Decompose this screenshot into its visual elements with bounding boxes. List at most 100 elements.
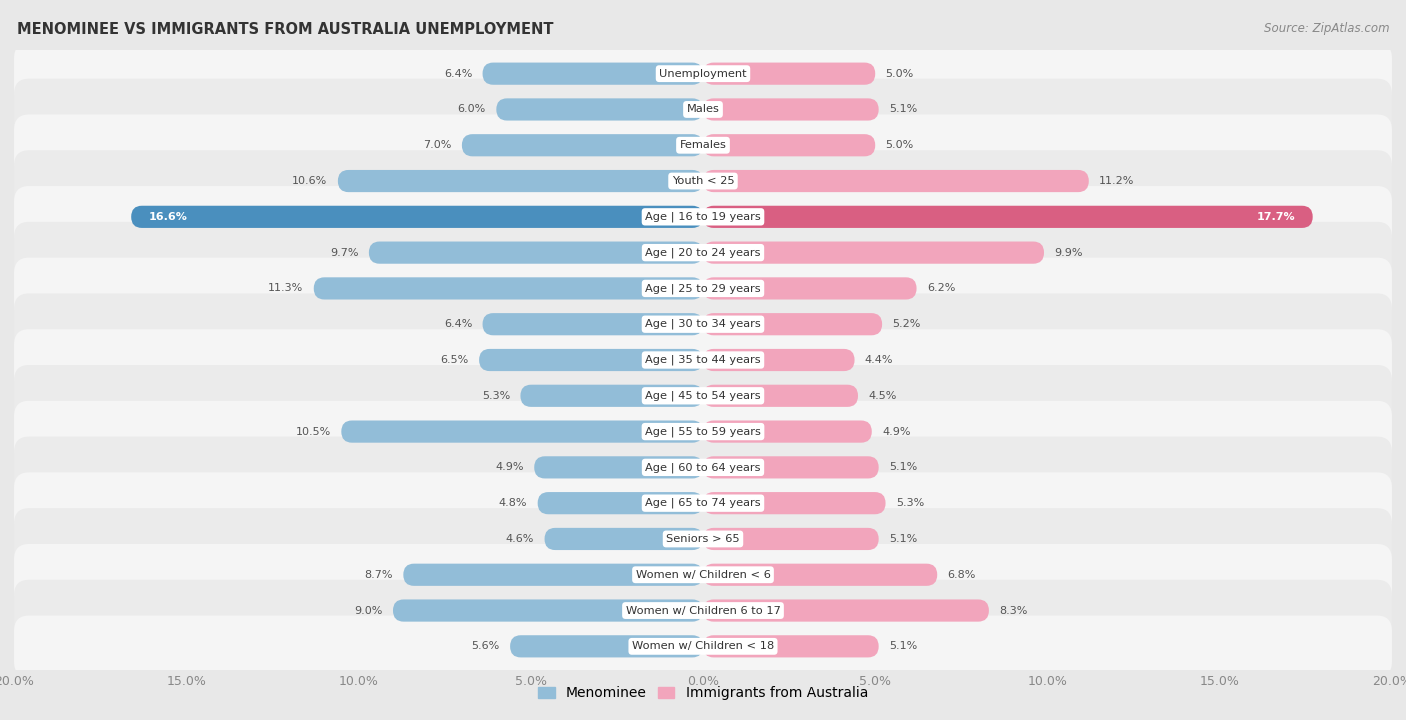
FancyBboxPatch shape [392, 600, 703, 621]
FancyBboxPatch shape [14, 78, 1392, 140]
FancyBboxPatch shape [482, 63, 703, 85]
Text: 5.6%: 5.6% [471, 642, 499, 652]
Text: Seniors > 65: Seniors > 65 [666, 534, 740, 544]
FancyBboxPatch shape [14, 508, 1392, 570]
FancyBboxPatch shape [544, 528, 703, 550]
FancyBboxPatch shape [534, 456, 703, 479]
FancyBboxPatch shape [14, 436, 1392, 498]
Text: Age | 45 to 54 years: Age | 45 to 54 years [645, 390, 761, 401]
Text: 4.6%: 4.6% [506, 534, 534, 544]
FancyBboxPatch shape [14, 365, 1392, 426]
Text: 8.7%: 8.7% [364, 570, 392, 580]
FancyBboxPatch shape [14, 472, 1392, 534]
Text: Women w/ Children 6 to 17: Women w/ Children 6 to 17 [626, 606, 780, 616]
Text: Age | 65 to 74 years: Age | 65 to 74 years [645, 498, 761, 508]
Text: 7.0%: 7.0% [423, 140, 451, 150]
FancyBboxPatch shape [496, 99, 703, 120]
Text: 16.6%: 16.6% [149, 212, 187, 222]
Text: 8.3%: 8.3% [1000, 606, 1028, 616]
FancyBboxPatch shape [14, 329, 1392, 391]
FancyBboxPatch shape [703, 528, 879, 550]
FancyBboxPatch shape [14, 43, 1392, 104]
Text: 5.1%: 5.1% [889, 104, 917, 114]
Text: 5.0%: 5.0% [886, 68, 914, 78]
FancyBboxPatch shape [510, 635, 703, 657]
FancyBboxPatch shape [703, 134, 875, 156]
FancyBboxPatch shape [703, 420, 872, 443]
Text: 6.0%: 6.0% [458, 104, 486, 114]
FancyBboxPatch shape [479, 349, 703, 371]
FancyBboxPatch shape [14, 580, 1392, 642]
Text: 11.3%: 11.3% [269, 284, 304, 294]
FancyBboxPatch shape [314, 277, 703, 300]
Text: Age | 60 to 64 years: Age | 60 to 64 years [645, 462, 761, 472]
Text: 4.4%: 4.4% [865, 355, 893, 365]
Text: Unemployment: Unemployment [659, 68, 747, 78]
FancyBboxPatch shape [14, 150, 1392, 212]
FancyBboxPatch shape [703, 492, 886, 514]
FancyBboxPatch shape [520, 384, 703, 407]
FancyBboxPatch shape [368, 241, 703, 264]
FancyBboxPatch shape [703, 635, 879, 657]
Text: 5.3%: 5.3% [896, 498, 924, 508]
Text: 6.2%: 6.2% [927, 284, 955, 294]
FancyBboxPatch shape [14, 401, 1392, 462]
Text: 5.2%: 5.2% [893, 319, 921, 329]
Text: 6.4%: 6.4% [444, 68, 472, 78]
FancyBboxPatch shape [703, 600, 988, 621]
FancyBboxPatch shape [482, 313, 703, 336]
Text: 6.8%: 6.8% [948, 570, 976, 580]
Text: Women w/ Children < 18: Women w/ Children < 18 [631, 642, 775, 652]
Text: 9.7%: 9.7% [330, 248, 359, 258]
FancyBboxPatch shape [703, 277, 917, 300]
Text: 4.9%: 4.9% [882, 426, 911, 436]
Text: Age | 20 to 24 years: Age | 20 to 24 years [645, 248, 761, 258]
FancyBboxPatch shape [14, 258, 1392, 319]
Text: 10.5%: 10.5% [295, 426, 330, 436]
FancyBboxPatch shape [461, 134, 703, 156]
FancyBboxPatch shape [14, 222, 1392, 284]
Text: 5.1%: 5.1% [889, 462, 917, 472]
Text: Youth < 25: Youth < 25 [672, 176, 734, 186]
FancyBboxPatch shape [14, 114, 1392, 176]
Text: Age | 30 to 34 years: Age | 30 to 34 years [645, 319, 761, 330]
Text: 17.7%: 17.7% [1257, 212, 1295, 222]
Text: 5.3%: 5.3% [482, 391, 510, 401]
Text: Age | 35 to 44 years: Age | 35 to 44 years [645, 355, 761, 365]
FancyBboxPatch shape [703, 99, 879, 120]
FancyBboxPatch shape [703, 349, 855, 371]
Text: 6.4%: 6.4% [444, 319, 472, 329]
Text: Males: Males [686, 104, 720, 114]
Text: Females: Females [679, 140, 727, 150]
FancyBboxPatch shape [14, 186, 1392, 248]
Text: 9.0%: 9.0% [354, 606, 382, 616]
FancyBboxPatch shape [342, 420, 703, 443]
Text: 4.8%: 4.8% [499, 498, 527, 508]
FancyBboxPatch shape [537, 492, 703, 514]
Text: 5.0%: 5.0% [886, 140, 914, 150]
FancyBboxPatch shape [703, 63, 875, 85]
FancyBboxPatch shape [131, 206, 703, 228]
FancyBboxPatch shape [703, 241, 1045, 264]
Text: Age | 16 to 19 years: Age | 16 to 19 years [645, 212, 761, 222]
FancyBboxPatch shape [14, 616, 1392, 677]
Text: 9.9%: 9.9% [1054, 248, 1083, 258]
Text: Age | 55 to 59 years: Age | 55 to 59 years [645, 426, 761, 437]
Legend: Menominee, Immigrants from Australia: Menominee, Immigrants from Australia [533, 681, 873, 706]
FancyBboxPatch shape [14, 544, 1392, 606]
FancyBboxPatch shape [703, 564, 938, 586]
FancyBboxPatch shape [14, 294, 1392, 355]
Text: 4.9%: 4.9% [495, 462, 524, 472]
FancyBboxPatch shape [703, 384, 858, 407]
Text: 11.2%: 11.2% [1099, 176, 1135, 186]
Text: Age | 25 to 29 years: Age | 25 to 29 years [645, 283, 761, 294]
Text: 5.1%: 5.1% [889, 642, 917, 652]
Text: Women w/ Children < 6: Women w/ Children < 6 [636, 570, 770, 580]
Text: 10.6%: 10.6% [292, 176, 328, 186]
Text: Source: ZipAtlas.com: Source: ZipAtlas.com [1264, 22, 1389, 35]
FancyBboxPatch shape [703, 170, 1088, 192]
Text: 4.5%: 4.5% [869, 391, 897, 401]
FancyBboxPatch shape [703, 206, 1313, 228]
FancyBboxPatch shape [404, 564, 703, 586]
FancyBboxPatch shape [703, 313, 882, 336]
